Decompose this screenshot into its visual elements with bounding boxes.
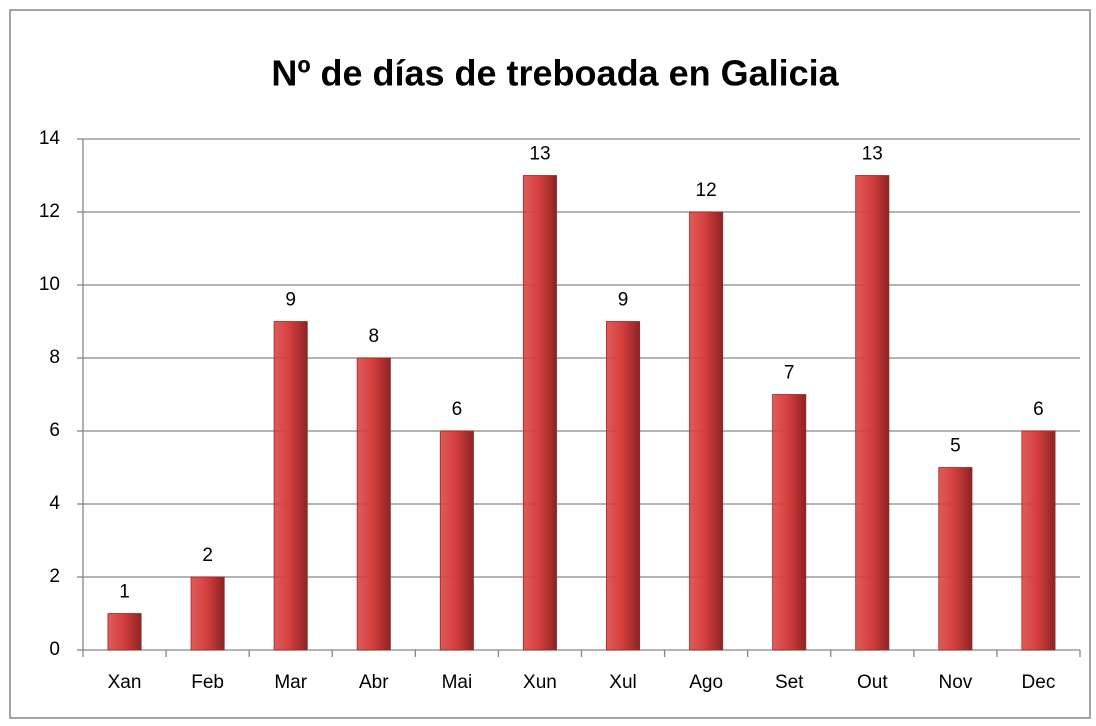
data-label: 8 — [369, 326, 380, 347]
data-label: 9 — [285, 290, 296, 311]
bar — [606, 321, 641, 651]
bar — [356, 357, 391, 651]
bar — [772, 394, 807, 651]
y-tick-label: 12 — [39, 201, 60, 222]
bar — [1021, 430, 1056, 651]
x-tick-label: Xul — [609, 672, 636, 693]
data-label: 9 — [618, 290, 629, 311]
bar — [107, 613, 142, 651]
bar — [938, 467, 973, 651]
data-label: 12 — [696, 180, 717, 201]
data-label: 2 — [202, 545, 213, 566]
data-label: 13 — [529, 144, 550, 165]
bar — [855, 175, 890, 651]
x-tick-label: Xun — [523, 672, 557, 693]
y-tick-label: 6 — [49, 420, 60, 441]
data-label: 13 — [862, 144, 883, 165]
bar — [190, 576, 225, 651]
y-tick-label: 4 — [49, 493, 60, 514]
y-tick-label: 10 — [39, 274, 60, 295]
data-label: 6 — [452, 399, 463, 420]
bar — [439, 430, 474, 651]
x-tick-label: Set — [775, 672, 804, 693]
x-tick-label: Nov — [938, 672, 972, 693]
data-label: 7 — [784, 363, 795, 384]
y-tick-label: 8 — [49, 347, 60, 368]
data-label: 5 — [950, 436, 961, 457]
chart-title: Nº de días de treboada en Galicia — [271, 53, 839, 94]
y-tick-label: 14 — [39, 128, 61, 149]
x-tick-label: Feb — [191, 672, 224, 693]
data-label: 6 — [1033, 399, 1044, 420]
x-tick-label: Mar — [274, 672, 307, 693]
y-tick-label: 0 — [49, 639, 60, 660]
data-label: 1 — [119, 582, 130, 603]
bar — [522, 175, 557, 651]
x-tick-label: Dec — [1022, 672, 1056, 693]
x-tick-label: Ago — [689, 672, 723, 693]
bar — [273, 321, 308, 651]
x-tick-label: Out — [857, 672, 888, 693]
x-tick-label: Mai — [442, 672, 473, 693]
x-tick-label: Abr — [359, 672, 389, 693]
y-tick-label: 2 — [49, 566, 60, 587]
bar — [689, 211, 724, 651]
x-tick-label: Xan — [108, 672, 142, 693]
